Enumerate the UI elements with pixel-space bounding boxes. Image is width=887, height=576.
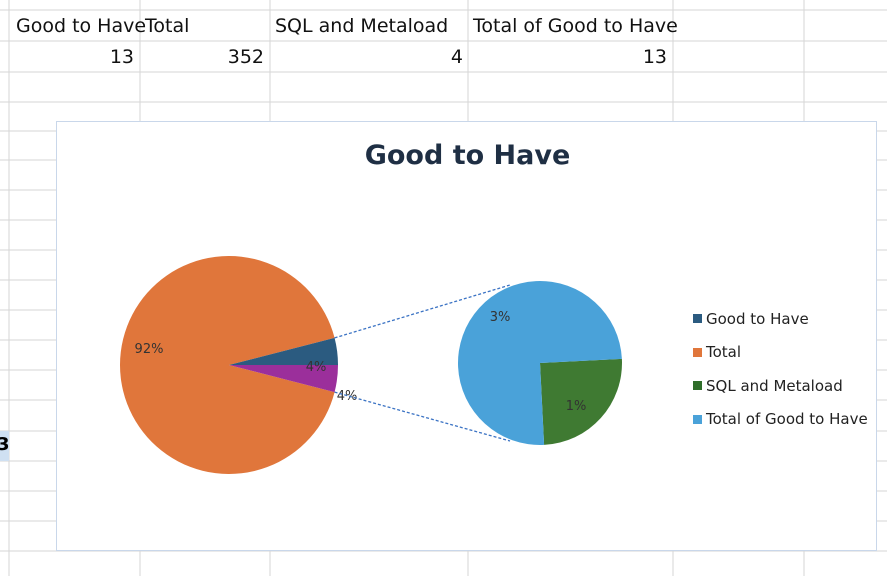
legend-swatch bbox=[693, 347, 702, 357]
selected-row-header[interactable]: 3 bbox=[0, 431, 10, 461]
legend-swatch bbox=[693, 314, 702, 324]
pie-of-pie-plot: 92% 4% 4% 3% 1% bbox=[119, 256, 622, 475]
chart-area[interactable]: Good to Have 92% 4% 4% 3% 1% Good to Have Tot… bbox=[56, 121, 877, 551]
row-number: 3 bbox=[0, 434, 10, 455]
secondary-slice-sql-and-metaload[interactable] bbox=[540, 358, 622, 445]
secondary-label-total-good-to-have: 3% bbox=[490, 310, 511, 325]
legend-label: SQL and Metaload bbox=[706, 376, 843, 395]
primary-slice-total[interactable] bbox=[119, 256, 335, 475]
legend-item-good-to-have[interactable]: Good to Have bbox=[693, 302, 868, 336]
chart-title: Good to Have bbox=[364, 140, 571, 171]
legend-swatch bbox=[693, 381, 702, 391]
legend-label: Total of Good to Have bbox=[706, 410, 868, 429]
legend-label: Total bbox=[706, 343, 742, 362]
connector-bottom bbox=[334, 391, 511, 442]
cell-value-sql-metaload[interactable]: 4 bbox=[450, 46, 463, 68]
secondary-label-sql-metaload: 1% bbox=[566, 399, 587, 414]
cell-header-good-to-have[interactable]: Good to Have bbox=[16, 15, 147, 37]
primary-label-other: 4% bbox=[306, 360, 327, 375]
legend-item-total[interactable]: Total bbox=[693, 336, 868, 370]
chart-legend[interactable]: Good to Have Total SQL and Metaload Total o… bbox=[693, 302, 868, 436]
cell-value-good-to-have[interactable]: 13 bbox=[109, 46, 134, 68]
cell-header-total[interactable]: Total bbox=[145, 15, 190, 37]
primary-slice-good-to-have[interactable] bbox=[229, 337, 338, 365]
primary-label-total: 92% bbox=[135, 342, 164, 357]
legend-item-total-of-good-to-have[interactable]: Total of Good to Have bbox=[693, 403, 868, 437]
legend-label: Good to Have bbox=[706, 309, 809, 328]
primary-slice-other[interactable] bbox=[229, 365, 338, 393]
cell-header-total-good-to-have[interactable]: Total of Good to Have bbox=[473, 15, 678, 37]
cell-value-total-good-to-have[interactable]: 13 bbox=[642, 46, 667, 68]
cell-value-total[interactable]: 352 bbox=[227, 46, 264, 68]
legend-swatch bbox=[693, 414, 702, 424]
legend-item-sql-and-metaload[interactable]: SQL and Metaload bbox=[693, 369, 868, 403]
cell-header-sql-metaload[interactable]: SQL and Metaload bbox=[275, 15, 449, 37]
connector-top bbox=[334, 284, 511, 339]
secondary-slice-total-of-good-to-have[interactable] bbox=[457, 280, 622, 445]
primary-label-good-to-have: 4% bbox=[337, 389, 358, 404]
